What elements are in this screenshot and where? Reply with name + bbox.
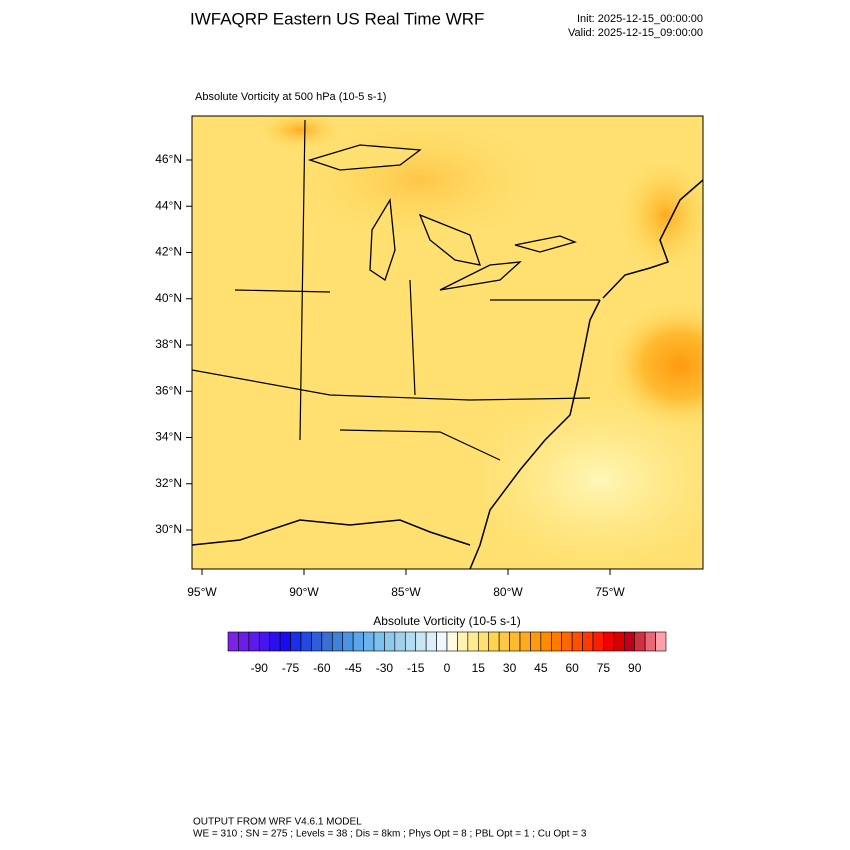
colorbar-swatch <box>561 631 573 652</box>
colorbar-swatch <box>331 631 344 652</box>
colorbar-swatch <box>644 631 656 652</box>
colorbar-label: 0 <box>444 661 451 675</box>
colorbar-swatch <box>363 631 375 652</box>
colorbar-swatch <box>446 631 458 652</box>
colorbar-label: -60 <box>313 661 331 675</box>
colorbar-title: Absolute Vorticity (10-5 s-1) <box>373 614 520 628</box>
colorbar-swatch <box>352 631 364 652</box>
lat-label: 30°N <box>155 522 182 536</box>
init-time: Init: 2025-12-15_00:00:00 <box>577 13 703 25</box>
colorbar-swatch <box>404 631 417 652</box>
colorbar-swatch <box>603 631 615 652</box>
map-frame <box>191 115 704 570</box>
colorbar-swatch <box>550 631 563 652</box>
colorbar-swatch <box>300 631 312 652</box>
lat-label: 32°N <box>155 476 182 490</box>
lat-label: 38°N <box>155 337 182 351</box>
colorbar-swatch <box>623 631 636 652</box>
colorbar-label: -30 <box>376 661 394 675</box>
colorbar-label: -15 <box>407 661 425 675</box>
footer-line: OUTPUT FROM WRF V4.6.1 MODEL <box>193 817 362 828</box>
colorbar-label: 60 <box>565 661 579 675</box>
colorbar-swatch <box>436 631 448 652</box>
colorbar-swatch <box>530 631 542 652</box>
colorbar-swatch <box>467 631 479 652</box>
lat-label: 36°N <box>155 383 182 397</box>
colorbar-swatch <box>571 631 583 652</box>
colorbar-swatch <box>582 631 594 652</box>
lon-label: 90°W <box>289 585 319 599</box>
colorbar-label: -75 <box>282 661 300 675</box>
lon-label: 95°W <box>187 585 217 599</box>
colorbar-label: 75 <box>597 661 611 675</box>
colorbar-swatch <box>321 631 333 652</box>
colorbar-swatch <box>425 631 437 652</box>
colorbar-swatch <box>519 631 531 652</box>
colorbar-swatch <box>227 631 239 652</box>
colorbar-swatch <box>540 631 552 652</box>
footer-line: WE = 310 ; SN = 275 ; Levels = 38 ; Dis … <box>193 829 587 840</box>
lat-label: 40°N <box>155 291 182 305</box>
colorbar-swatch <box>342 631 354 652</box>
map-field <box>192 116 703 569</box>
colorbar-swatch <box>311 631 323 652</box>
map-subtitle: Absolute Vorticity at 500 hPa (10-5 s-1) <box>195 91 386 103</box>
lat-label: 42°N <box>155 245 182 259</box>
colorbar-swatch <box>258 631 271 652</box>
colorbar-swatch <box>498 631 510 652</box>
colorbar-label: -45 <box>344 661 362 675</box>
lat-label: 44°N <box>155 198 182 212</box>
colorbar-label: 30 <box>503 661 517 675</box>
lat-label: 46°N <box>155 152 182 166</box>
colorbar-swatch <box>488 631 500 652</box>
colorbar-swatch <box>477 631 490 652</box>
colorbar-swatch <box>613 631 625 652</box>
lon-label: 75°W <box>595 585 625 599</box>
colorbar-swatch <box>248 631 260 652</box>
colorbar-swatch <box>592 631 604 652</box>
colorbar-swatch <box>238 631 250 652</box>
colorbar-label: 45 <box>534 661 548 675</box>
colorbar-swatch <box>384 631 396 652</box>
colorbar-swatch <box>457 631 469 652</box>
colorbar-swatch <box>269 631 281 652</box>
lat-label: 34°N <box>155 430 182 444</box>
colorbar-label: 15 <box>472 661 486 675</box>
colorbar-swatch <box>415 631 427 652</box>
title: IWFAQRP Eastern US Real Time WRF <box>190 9 484 28</box>
colorbar-swatch <box>394 631 406 652</box>
colorbar-swatch <box>634 631 646 652</box>
colorbar-swatch <box>509 631 521 652</box>
lon-label: 85°W <box>391 585 421 599</box>
colorbar-swatch <box>655 631 667 652</box>
colorbar-swatch <box>279 631 291 652</box>
colorbar-label: 90 <box>628 661 642 675</box>
colorbar-swatch <box>373 631 385 652</box>
colorbar-label: -90 <box>251 661 269 675</box>
lon-label: 80°W <box>493 585 523 599</box>
colorbar-swatch <box>290 631 302 652</box>
valid-time: Valid: 2025-12-15_09:00:00 <box>568 27 703 39</box>
